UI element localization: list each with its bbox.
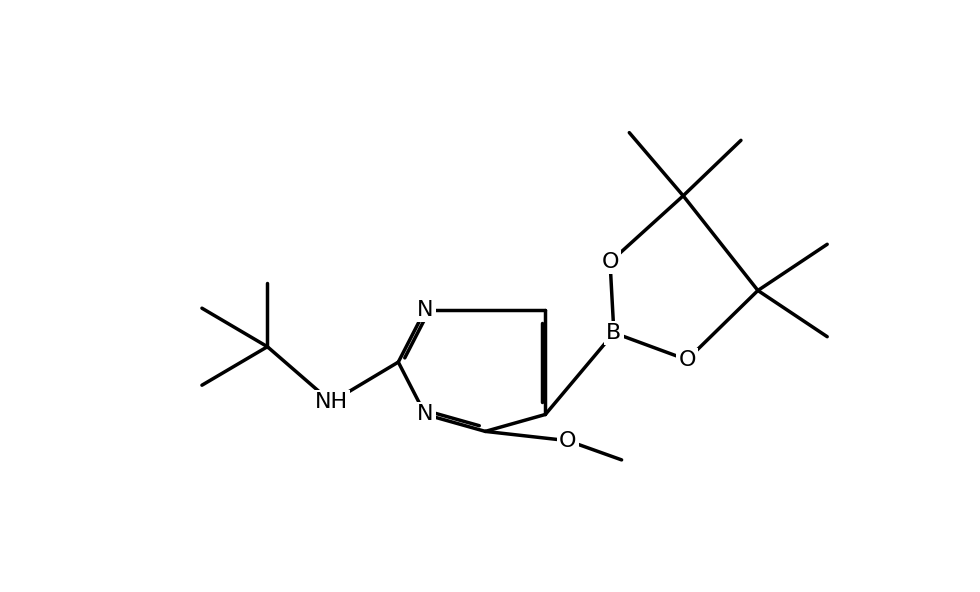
Text: B: B [607, 323, 621, 343]
Text: O: O [602, 252, 618, 272]
Text: N: N [417, 300, 433, 320]
Text: O: O [678, 350, 696, 370]
Text: N: N [417, 404, 433, 424]
Text: NH: NH [315, 392, 348, 412]
Text: O: O [559, 430, 576, 451]
